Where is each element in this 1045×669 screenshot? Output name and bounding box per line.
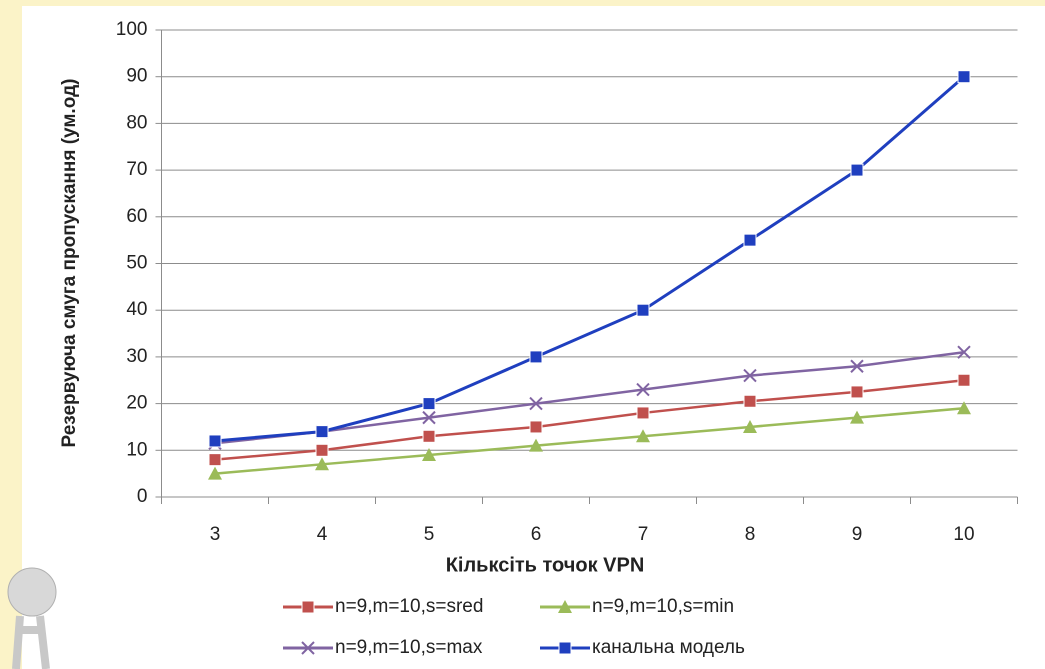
data-point bbox=[850, 410, 864, 424]
data-point bbox=[850, 163, 864, 177]
y-tick-label: 60 bbox=[126, 206, 147, 227]
data-point bbox=[208, 466, 222, 480]
legend-marker bbox=[558, 641, 572, 655]
data-point bbox=[957, 373, 971, 387]
data-point bbox=[743, 394, 757, 408]
y-tick-label: 90 bbox=[126, 66, 147, 87]
data-point bbox=[208, 453, 222, 467]
x-tick-label: 10 bbox=[953, 524, 974, 545]
data-point bbox=[208, 434, 222, 448]
data-point bbox=[636, 406, 650, 420]
data-point bbox=[315, 443, 329, 457]
data-point bbox=[957, 401, 971, 415]
legend-label: канальна модель bbox=[592, 637, 745, 658]
y-tick-label: 100 bbox=[116, 19, 148, 40]
series-line bbox=[214, 407, 965, 475]
data-point bbox=[850, 385, 864, 399]
x-tick-label: 5 bbox=[424, 524, 435, 545]
data-point bbox=[850, 359, 864, 373]
series-line bbox=[214, 75, 965, 443]
data-point bbox=[422, 410, 436, 425]
x-tick-label: 3 bbox=[210, 524, 221, 545]
legend-marker bbox=[301, 641, 315, 655]
data-point bbox=[529, 420, 543, 434]
y-tick-label: 0 bbox=[137, 486, 148, 507]
x-tick-label: 7 bbox=[638, 524, 649, 545]
x-axis-title: Кільксіть точок VPN bbox=[446, 554, 645, 576]
y-tick-label: 50 bbox=[126, 253, 147, 274]
legend-label: n=9,m=10,s=max bbox=[335, 637, 483, 658]
x-tick-label: 9 bbox=[852, 524, 863, 545]
data-point bbox=[957, 345, 971, 359]
data-point bbox=[315, 457, 329, 471]
series-line bbox=[214, 379, 965, 461]
series-line bbox=[214, 350, 965, 445]
chart-background bbox=[22, 6, 1045, 669]
y-tick-label: 70 bbox=[126, 159, 147, 180]
data-point bbox=[315, 425, 329, 439]
data-point bbox=[422, 397, 436, 411]
x-tick-label: 8 bbox=[745, 524, 756, 545]
data-point bbox=[957, 70, 971, 84]
data-point bbox=[422, 429, 436, 443]
data-point bbox=[529, 350, 543, 364]
data-point bbox=[743, 368, 757, 383]
legend-label: n=9,m=10,s=sred bbox=[335, 596, 483, 617]
data-point bbox=[636, 303, 650, 317]
y-tick-label: 20 bbox=[126, 393, 147, 414]
y-tick-label: 80 bbox=[126, 112, 147, 133]
decoration-figure bbox=[7, 567, 57, 669]
data-point bbox=[743, 419, 757, 433]
x-tick-label: 6 bbox=[531, 524, 542, 545]
data-point bbox=[529, 396, 543, 411]
y-tick-label: 10 bbox=[126, 439, 147, 460]
data-point bbox=[529, 438, 543, 452]
legend-label: n=9,m=10,s=min bbox=[592, 596, 734, 617]
y-axis-title: Резервуюча смуга пропускання (ум.од) bbox=[59, 79, 80, 448]
data-point bbox=[636, 429, 650, 443]
data-point bbox=[422, 447, 436, 461]
data-point bbox=[636, 382, 650, 397]
y-tick-label: 40 bbox=[126, 299, 147, 320]
legend-marker bbox=[301, 600, 315, 614]
x-tick-label: 4 bbox=[317, 524, 328, 545]
legend-marker bbox=[558, 600, 572, 613]
y-tick-label: 30 bbox=[126, 346, 147, 367]
data-point bbox=[743, 233, 757, 247]
